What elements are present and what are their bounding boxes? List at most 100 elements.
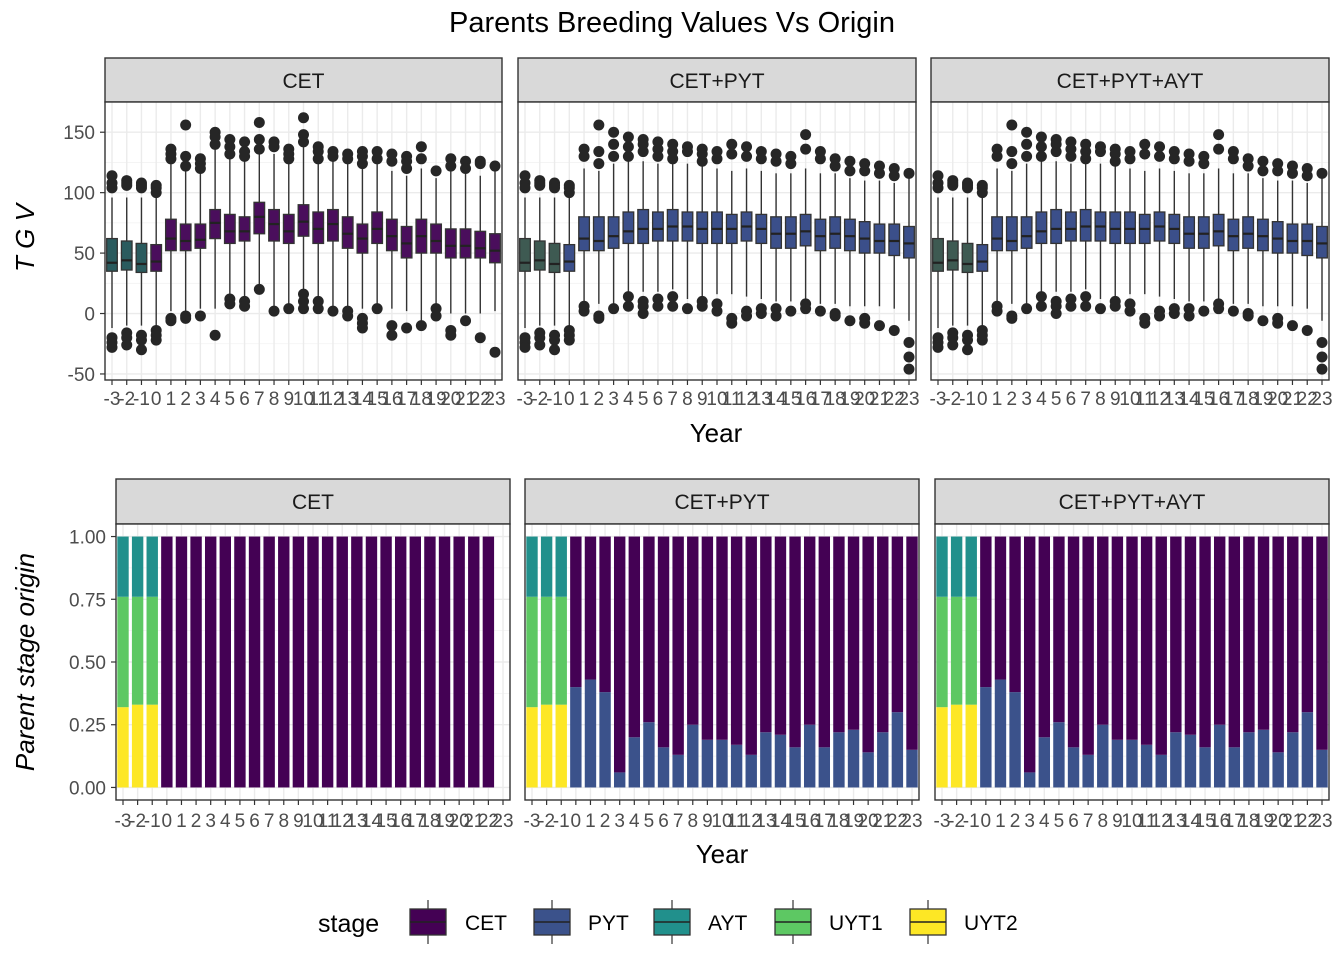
outlier-point	[652, 150, 664, 162]
x-tick-label: 15	[780, 389, 801, 410]
outlier-point	[814, 153, 826, 165]
x-tick-label: 19	[839, 389, 860, 410]
y-tick-label: 150	[63, 123, 95, 144]
outlier-point	[1094, 146, 1106, 158]
x-tick-label: 12	[741, 811, 762, 832]
bar-year-0	[570, 536, 582, 788]
box-iqr	[135, 242, 148, 274]
bar-segment-cet	[599, 536, 611, 693]
bottom-row-stacked-bars: CET-3-2-1 0 1 2 3 4 5 6 7 8 9101112131415161718192…	[69, 478, 1333, 832]
bar-segment-cet	[847, 536, 860, 730]
bottom-x-axis-title: Year	[696, 839, 749, 869]
bar-segment-ayt	[117, 536, 129, 597]
box-year-13	[1168, 146, 1181, 320]
outlier-point	[741, 141, 753, 153]
bar-year--1	[146, 536, 158, 788]
bar-segment-cet	[774, 536, 787, 735]
outlier-point	[386, 155, 398, 167]
box-year-10	[297, 112, 310, 315]
outlier-point	[1316, 337, 1328, 349]
box-iqr	[873, 223, 886, 254]
outlier-point	[342, 310, 354, 322]
x-tick-label: 5	[1051, 389, 1062, 410]
outlier-point	[622, 131, 634, 143]
bar-segment-cet	[789, 536, 801, 748]
outlier-point	[150, 187, 162, 199]
outlier-point	[415, 153, 427, 165]
bar-year--3	[117, 536, 129, 788]
outlier-point	[859, 317, 871, 329]
x-tick-label: 0	[981, 811, 992, 832]
bar-segment-pyt	[1009, 692, 1021, 788]
outlier-point	[593, 312, 605, 324]
box-year--3	[932, 170, 944, 353]
outlier-point	[474, 332, 486, 344]
outlier-point	[253, 117, 265, 129]
outlier-point	[445, 160, 457, 172]
bar-segment-cet	[1082, 536, 1094, 755]
x-tick-label: 7	[667, 389, 678, 410]
bar-segment-pyt	[789, 747, 801, 788]
box-iqr	[179, 223, 192, 252]
box-year-8	[268, 136, 280, 317]
box-year-7	[1079, 138, 1092, 312]
outlier-point	[785, 158, 797, 170]
box-iqr	[1212, 213, 1225, 247]
bar-segment-pyt	[1053, 722, 1065, 788]
bar-year-13	[760, 536, 772, 788]
bar-year-14	[774, 536, 787, 788]
box-iqr	[1064, 211, 1077, 242]
outlier-point	[549, 344, 561, 356]
legend-item-pyt: PYT	[533, 900, 629, 944]
bar-year-17	[1228, 536, 1241, 788]
bar-year-12	[745, 536, 757, 788]
x-tick-label: 5	[638, 389, 649, 410]
outlier-point	[800, 303, 812, 315]
x-tick-label: 15	[376, 811, 397, 832]
outlier-point	[667, 291, 679, 303]
bar-segment-cet	[219, 536, 232, 788]
bar-segment-cet	[994, 536, 1007, 680]
x-tick-label: -1	[963, 811, 980, 832]
box-iqr	[946, 240, 959, 271]
bar-year-6	[248, 536, 261, 788]
outlier-point	[652, 300, 664, 312]
box-year-23	[489, 160, 501, 358]
outlier-point	[519, 182, 531, 194]
outlier-point	[1316, 363, 1328, 375]
x-tick-label: 11	[1135, 389, 1155, 410]
box-iqr	[622, 211, 635, 245]
box-iqr	[120, 240, 133, 271]
box-iqr	[607, 216, 620, 249]
bar-segment-cet	[1287, 536, 1299, 733]
bar-year-8	[278, 536, 290, 788]
bar-segment-pyt	[716, 739, 728, 788]
bar-segment-pyt	[570, 687, 582, 788]
box-year--2	[533, 175, 546, 351]
outlier-point	[1109, 155, 1121, 167]
bar-segment-uyt1	[965, 596, 977, 705]
box-year-18	[829, 153, 842, 322]
x-tick-label: 17	[405, 811, 426, 832]
bar-segment-cet	[409, 536, 422, 788]
outlier-point	[386, 329, 398, 341]
x-tick-label: 13	[346, 811, 367, 832]
box-iqr	[1286, 223, 1299, 254]
bar-segment-pyt	[1257, 729, 1270, 788]
bar-year-13	[1170, 536, 1182, 788]
x-tick-label: 6	[239, 389, 250, 410]
bar-segment-pyt	[833, 732, 845, 788]
bar-segment-uyt2	[540, 704, 553, 788]
outlier-point	[312, 153, 324, 165]
x-tick-label: 3	[195, 389, 206, 410]
box-iqr	[489, 233, 501, 264]
bar-segment-ayt	[950, 536, 963, 597]
outlier-point	[976, 334, 988, 346]
box-year-3	[1020, 126, 1033, 315]
outlier-point	[770, 310, 782, 322]
x-tick-label: 7	[264, 811, 275, 832]
bar-segment-pyt	[891, 712, 904, 788]
x-tick-label: 8	[269, 389, 280, 410]
bar-segment-uyt1	[526, 596, 538, 708]
bar-year--2	[131, 536, 144, 788]
